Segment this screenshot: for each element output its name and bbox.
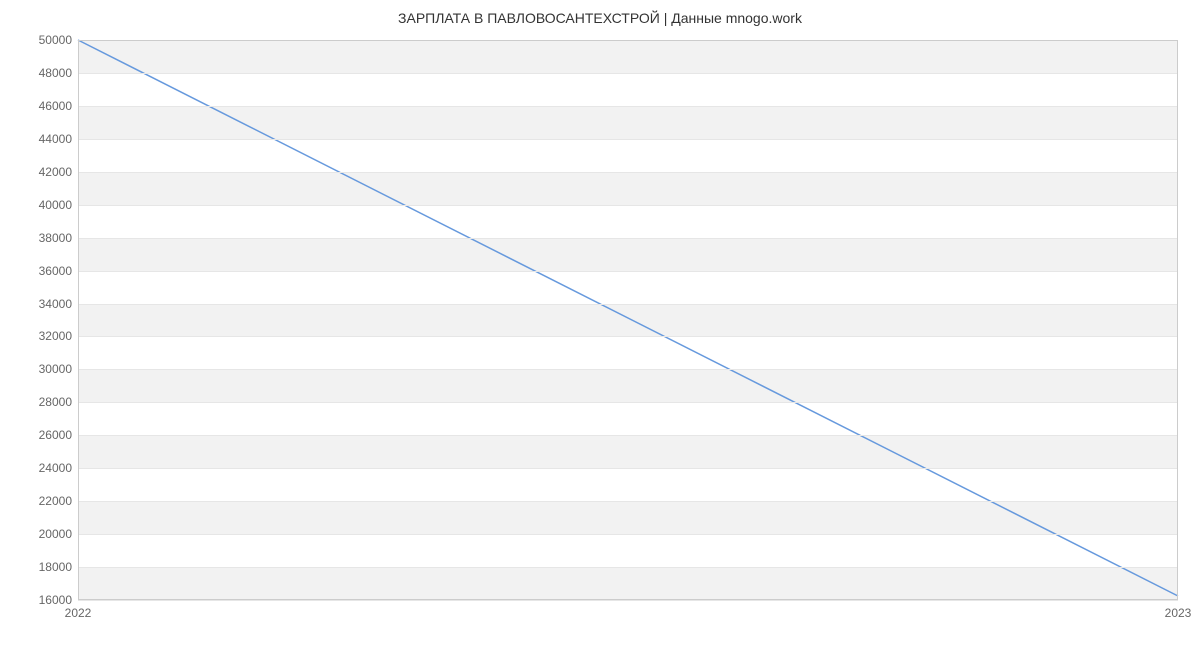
y-tick-label: 22000	[39, 494, 72, 508]
y-gridline	[78, 501, 1178, 502]
chart-title: ЗАРПЛАТА В ПАВЛОВОСАНТЕХСТРОЙ | Данные m…	[0, 10, 1200, 26]
plot-border-left	[78, 40, 79, 600]
y-gridline	[78, 139, 1178, 140]
y-tick-label: 20000	[39, 527, 72, 541]
y-tick-label: 50000	[39, 33, 72, 47]
y-tick-label: 40000	[39, 198, 72, 212]
y-gridline	[78, 106, 1178, 107]
y-gridline	[78, 534, 1178, 535]
plot-border-bottom	[78, 599, 1178, 600]
y-tick-label: 46000	[39, 99, 72, 113]
y-gridline	[78, 73, 1178, 74]
y-gridline	[78, 238, 1178, 239]
y-tick-label: 36000	[39, 264, 72, 278]
y-tick-label: 42000	[39, 165, 72, 179]
y-gridline	[78, 567, 1178, 568]
line-layer	[78, 40, 1178, 600]
y-tick-label: 34000	[39, 297, 72, 311]
y-gridline	[78, 304, 1178, 305]
y-tick-label: 30000	[39, 362, 72, 376]
plot-border-top	[78, 40, 1178, 41]
y-tick-label: 16000	[39, 593, 72, 607]
y-tick-label: 24000	[39, 461, 72, 475]
x-tick-label: 2022	[65, 606, 92, 620]
y-tick-label: 28000	[39, 395, 72, 409]
y-tick-label: 18000	[39, 560, 72, 574]
y-gridline	[78, 402, 1178, 403]
y-tick-label: 48000	[39, 66, 72, 80]
y-gridline	[78, 172, 1178, 173]
y-gridline	[78, 369, 1178, 370]
y-tick-label: 26000	[39, 428, 72, 442]
y-gridline	[78, 468, 1178, 469]
y-tick-label: 44000	[39, 132, 72, 146]
y-gridline	[78, 435, 1178, 436]
y-gridline	[78, 271, 1178, 272]
plot-area: 1600018000200002200024000260002800030000…	[78, 40, 1178, 600]
y-gridline	[78, 600, 1178, 601]
y-tick-label: 38000	[39, 231, 72, 245]
series-line-salary	[78, 40, 1178, 596]
x-tick-label: 2023	[1165, 606, 1192, 620]
chart-container: ЗАРПЛАТА В ПАВЛОВОСАНТЕХСТРОЙ | Данные m…	[0, 0, 1200, 650]
y-gridline	[78, 205, 1178, 206]
y-tick-label: 32000	[39, 329, 72, 343]
y-gridline	[78, 336, 1178, 337]
plot-border-right	[1177, 40, 1178, 600]
